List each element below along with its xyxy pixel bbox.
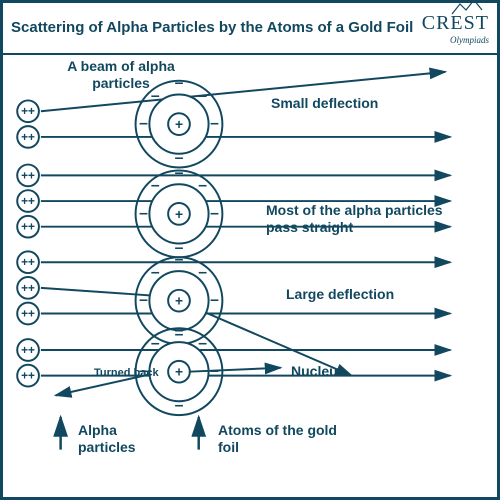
header: Scattering of Alpha Particles by the Ato… xyxy=(3,3,497,55)
label-large-deflection: Large deflection xyxy=(286,286,394,303)
logo-sub: Olympiads xyxy=(422,35,489,45)
svg-text:–: – xyxy=(198,264,207,281)
svg-text:–: – xyxy=(139,115,148,132)
diagram-frame: Scattering of Alpha Particles by the Ato… xyxy=(0,0,500,500)
svg-text:+: + xyxy=(175,294,183,309)
svg-text:–: – xyxy=(210,205,219,222)
svg-text:++: ++ xyxy=(21,194,35,208)
diagram-title: Scattering of Alpha Particles by the Ato… xyxy=(11,19,422,38)
svg-text:++: ++ xyxy=(21,255,35,269)
svg-text:–: – xyxy=(175,251,184,268)
label-small-deflection: Small deflection xyxy=(271,95,378,112)
label-alpha-particles: Alpha particles xyxy=(78,422,158,456)
svg-text:++: ++ xyxy=(21,343,35,357)
label-turned-back: Turned back xyxy=(94,367,159,380)
svg-text:–: – xyxy=(175,164,184,181)
svg-text:++: ++ xyxy=(21,168,35,182)
svg-text:–: – xyxy=(151,335,160,352)
svg-text:–: – xyxy=(210,115,219,132)
svg-text:++: ++ xyxy=(21,281,35,295)
svg-text:++: ++ xyxy=(21,104,35,118)
svg-text:++: ++ xyxy=(21,220,35,234)
svg-text:–: – xyxy=(210,292,219,309)
svg-text:–: – xyxy=(198,335,207,352)
svg-text:–: – xyxy=(198,177,207,194)
svg-text:++: ++ xyxy=(21,369,35,383)
svg-text:+: + xyxy=(175,117,183,132)
svg-text:–: – xyxy=(151,264,160,281)
svg-text:++: ++ xyxy=(21,306,35,320)
diagram-canvas: +++++++++++++++++++++––––––+––––––+–––––… xyxy=(6,60,494,494)
svg-text:–: – xyxy=(139,292,148,309)
label-atoms-gold-foil: Atoms of the gold foil xyxy=(218,422,338,456)
label-pass-straight: Most of the alpha particles pass straigh… xyxy=(266,202,466,236)
svg-text:+: + xyxy=(175,365,183,380)
svg-text:–: – xyxy=(198,87,207,104)
logo: CREST Olympiads xyxy=(422,12,489,45)
svg-text:–: – xyxy=(151,177,160,194)
svg-text:–: – xyxy=(175,397,184,414)
svg-text:–: – xyxy=(139,205,148,222)
label-beam: A beam of alpha particles xyxy=(46,58,196,92)
svg-text:–: – xyxy=(175,322,184,339)
svg-text:++: ++ xyxy=(21,130,35,144)
label-nucleus: Nucleus xyxy=(291,363,345,380)
svg-text:+: + xyxy=(175,207,183,222)
